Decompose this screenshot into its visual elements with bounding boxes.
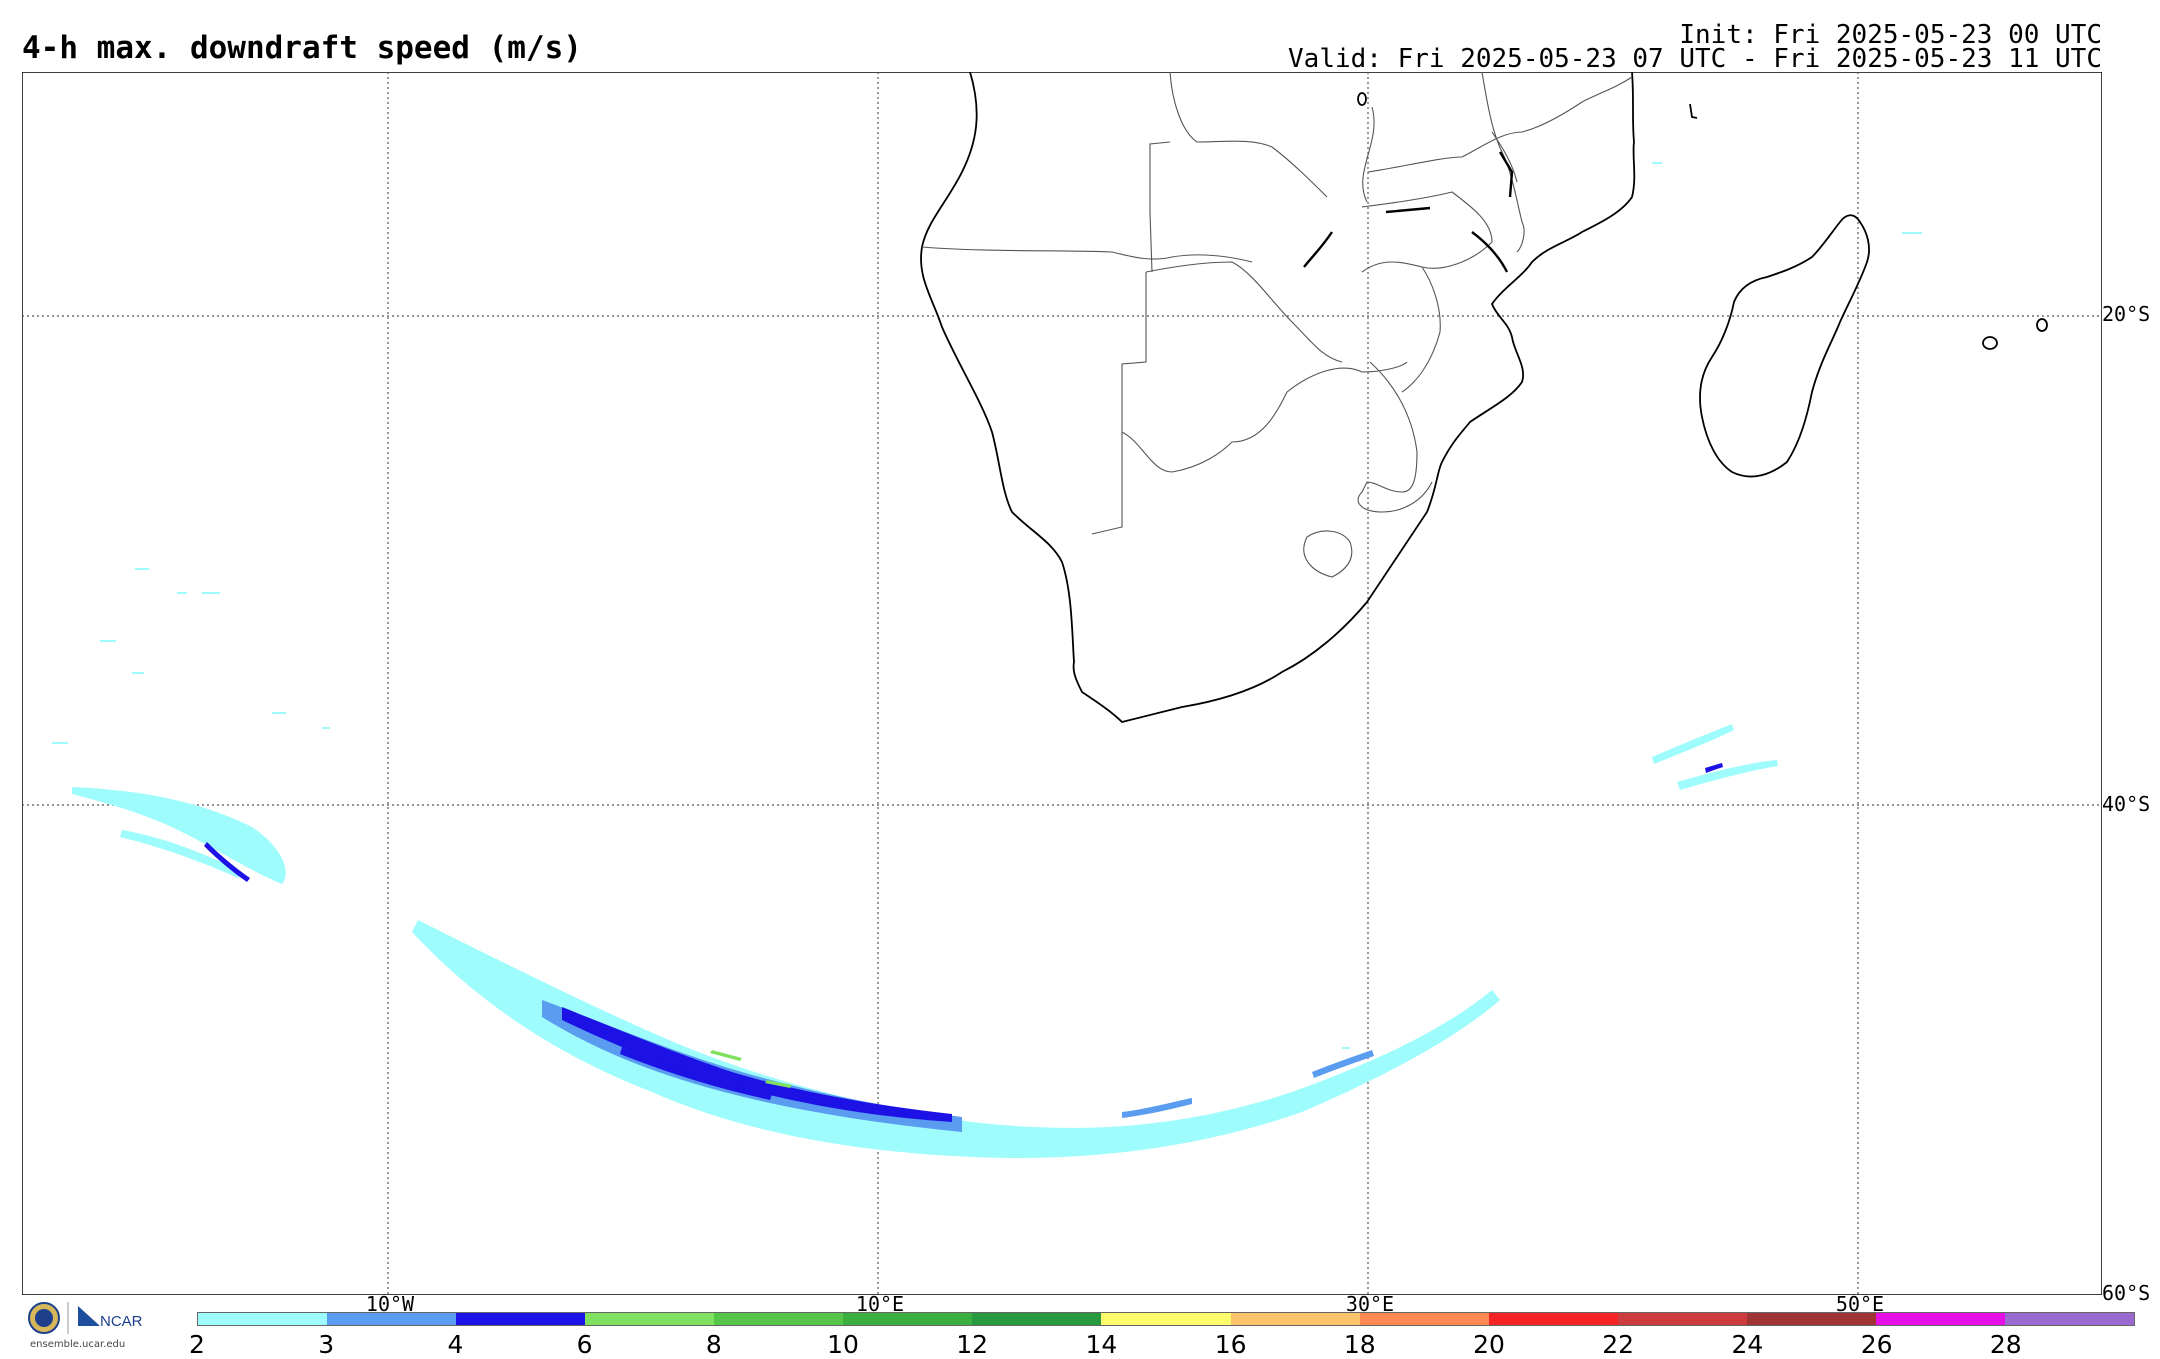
lat-label-20s: 20°S — [2102, 302, 2151, 326]
colorbar-swatch — [198, 1313, 328, 1325]
colorbar-tick-label: 10 — [827, 1330, 859, 1359]
mauritius-coastline — [1982, 336, 1998, 350]
init-time: Init: Fri 2025-05-23 00 UTC — [1679, 20, 2102, 50]
lat-label-40s: 40°S — [2102, 792, 2151, 816]
field-sw-cluster — [72, 787, 286, 884]
ncar-logo: NCAR — [28, 1302, 143, 1334]
colorbar-tick-label: 24 — [1731, 1330, 1764, 1359]
field-se-cluster — [1652, 724, 1734, 764]
colorbar-swatch — [327, 1313, 457, 1325]
colorbar-tick-label: 4 — [447, 1330, 464, 1359]
valid-time: Valid: Fri 2025-05-23 07 UTC - Fri 2025-… — [1288, 44, 2102, 74]
colorbar-tick-label: 22 — [1602, 1330, 1635, 1359]
colorbar-swatch — [714, 1313, 844, 1325]
colorbar-tick-label: 20 — [1473, 1330, 1505, 1359]
colorbar-tick-label: 12 — [956, 1330, 989, 1359]
gridlines — [22, 72, 2102, 1295]
colorbar-swatch — [1746, 1313, 1876, 1325]
lat-label-60s: 60°S — [2102, 1281, 2151, 1305]
map-panel — [22, 72, 2102, 1295]
map-frame — [22, 72, 2102, 1295]
logo-org: NCAR — [100, 1313, 143, 1330]
colorbar-swatch — [972, 1313, 1102, 1325]
africa-coastline — [920, 72, 1636, 723]
colorbar-tick-label: 3 — [318, 1330, 335, 1359]
colorbar-swatch — [1617, 1313, 1747, 1325]
downdraft-field — [52, 162, 1922, 1158]
colorbar-swatch — [585, 1313, 715, 1325]
field-arc-core — [562, 1007, 952, 1122]
coastlines — [920, 72, 2048, 723]
colorbar-swatch — [843, 1313, 973, 1325]
field-arc-light — [412, 920, 1500, 1158]
colorbar-swatch — [2004, 1313, 2134, 1325]
colorbar-swatch — [1488, 1313, 1618, 1325]
ncar-mark-icon — [78, 1306, 100, 1326]
colorbar-tick-label: 14 — [1085, 1330, 1118, 1359]
madagascar-coastline — [1699, 214, 1870, 478]
colorbar-swatch — [1875, 1313, 2005, 1325]
logo-url: ensemble.ucar.edu — [30, 1339, 126, 1350]
colorbar-swatch — [1359, 1313, 1489, 1325]
colorbar — [197, 1312, 2135, 1326]
colorbar-tick-label: 16 — [1214, 1330, 1247, 1359]
colorbar-swatch — [1230, 1313, 1360, 1325]
colorbar-tick-label: 6 — [576, 1330, 593, 1359]
lakes — [1303, 151, 1514, 273]
colorbar-tick-label: 18 — [1343, 1330, 1376, 1359]
colorbar-swatch — [456, 1313, 586, 1325]
reunion-coastline — [2036, 318, 2048, 332]
map-title: 4-h max. downdraft speed (m/s) — [22, 30, 582, 66]
colorbar-tick-label: 2 — [189, 1330, 205, 1359]
colorbar-tick-label: 26 — [1860, 1330, 1893, 1359]
colorbar-tick-label: 8 — [705, 1330, 722, 1359]
colorbar-swatch — [1101, 1313, 1231, 1325]
colorbar-tick-label: 28 — [1989, 1330, 2022, 1359]
